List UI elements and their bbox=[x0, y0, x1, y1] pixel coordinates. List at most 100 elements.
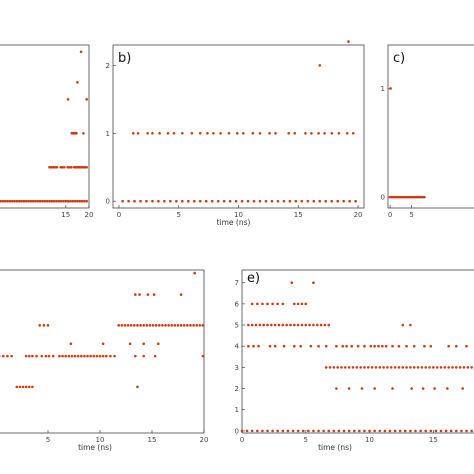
data-point bbox=[64, 354, 67, 358]
data-point bbox=[389, 87, 392, 90]
data-point bbox=[173, 324, 177, 327]
data-point bbox=[359, 366, 362, 369]
data-point bbox=[268, 344, 272, 348]
data-point bbox=[175, 199, 178, 203]
data-point bbox=[219, 131, 222, 135]
data-point bbox=[128, 342, 132, 346]
data-point bbox=[312, 199, 316, 203]
data-point bbox=[423, 195, 426, 199]
data-point bbox=[151, 324, 155, 327]
x-tick-label: 5 bbox=[46, 436, 50, 444]
data-point bbox=[270, 323, 273, 327]
plot-frame bbox=[0, 44, 90, 209]
data-point bbox=[66, 199, 70, 203]
data-point bbox=[24, 199, 28, 203]
data-point bbox=[101, 354, 105, 358]
data-point bbox=[148, 324, 152, 327]
data-point bbox=[382, 366, 385, 369]
data-point bbox=[354, 199, 357, 203]
data-point bbox=[206, 131, 209, 135]
data-point bbox=[342, 199, 345, 203]
panel-d: 5 10 15 20 time (ns) bbox=[0, 269, 208, 452]
data-point bbox=[290, 281, 294, 285]
data-point bbox=[391, 387, 394, 390]
data-point bbox=[189, 324, 192, 327]
data-point bbox=[0, 199, 2, 203]
data-point bbox=[164, 324, 167, 327]
data-point bbox=[412, 344, 416, 348]
data-point bbox=[398, 429, 402, 433]
data-point bbox=[186, 324, 189, 327]
data-point bbox=[409, 429, 412, 433]
data-point bbox=[304, 131, 307, 135]
data-point bbox=[254, 323, 258, 327]
plot-frame bbox=[0, 269, 205, 434]
data-point bbox=[330, 199, 334, 203]
x-tick-label: 0 bbox=[240, 436, 244, 444]
data-point bbox=[370, 366, 374, 369]
data-point bbox=[318, 64, 322, 67]
data-point bbox=[347, 40, 350, 43]
data-point bbox=[266, 302, 269, 306]
data-point bbox=[286, 429, 290, 433]
data-point bbox=[48, 199, 51, 203]
data-point bbox=[336, 366, 339, 369]
data-point bbox=[466, 366, 470, 369]
data-point bbox=[79, 50, 83, 54]
data-point bbox=[190, 131, 194, 135]
data-point bbox=[432, 366, 435, 369]
data-point bbox=[228, 199, 232, 203]
data-point bbox=[447, 344, 450, 348]
data-point bbox=[126, 324, 130, 327]
data-point bbox=[136, 131, 140, 135]
data-point bbox=[212, 131, 215, 135]
data-point bbox=[373, 429, 376, 433]
data-point bbox=[257, 344, 260, 348]
data-point bbox=[281, 302, 285, 306]
data-point bbox=[378, 429, 382, 433]
data-point bbox=[210, 199, 214, 203]
data-point bbox=[348, 199, 351, 203]
data-point bbox=[246, 199, 250, 203]
data-point bbox=[6, 354, 9, 358]
data-point bbox=[282, 199, 286, 203]
data-point bbox=[179, 293, 183, 296]
data-point bbox=[301, 429, 305, 433]
data-point bbox=[393, 429, 397, 433]
data-point bbox=[351, 131, 355, 135]
data-point bbox=[22, 199, 26, 203]
data-point bbox=[383, 429, 387, 433]
data-point bbox=[289, 323, 292, 327]
data-point bbox=[428, 366, 431, 369]
data-point bbox=[201, 324, 205, 327]
data-point bbox=[120, 324, 124, 327]
data-point bbox=[300, 302, 304, 306]
data-point bbox=[327, 429, 331, 433]
data-point bbox=[336, 199, 340, 203]
data-point bbox=[324, 199, 328, 203]
data-point bbox=[391, 344, 394, 348]
data-point bbox=[388, 429, 392, 433]
data-point bbox=[470, 366, 473, 369]
data-point bbox=[247, 323, 250, 327]
data-point bbox=[92, 354, 96, 358]
y-tick-label: 0 bbox=[381, 194, 385, 202]
data-point bbox=[133, 324, 136, 327]
data-point bbox=[293, 302, 296, 306]
data-point bbox=[80, 199, 84, 203]
plot-frame bbox=[387, 44, 474, 209]
data-point bbox=[273, 323, 277, 327]
y-tick-label: 3 bbox=[235, 364, 239, 372]
data-point bbox=[389, 366, 393, 369]
y-tick-label: 6 bbox=[235, 300, 240, 308]
data-point bbox=[324, 344, 328, 348]
data-point bbox=[310, 131, 313, 135]
data-point bbox=[45, 199, 49, 203]
data-point bbox=[369, 344, 373, 348]
data-point bbox=[449, 429, 453, 433]
data-point bbox=[198, 131, 202, 135]
y-tick-label: 4 bbox=[235, 343, 240, 351]
data-point bbox=[345, 131, 349, 135]
data-point bbox=[347, 366, 351, 369]
